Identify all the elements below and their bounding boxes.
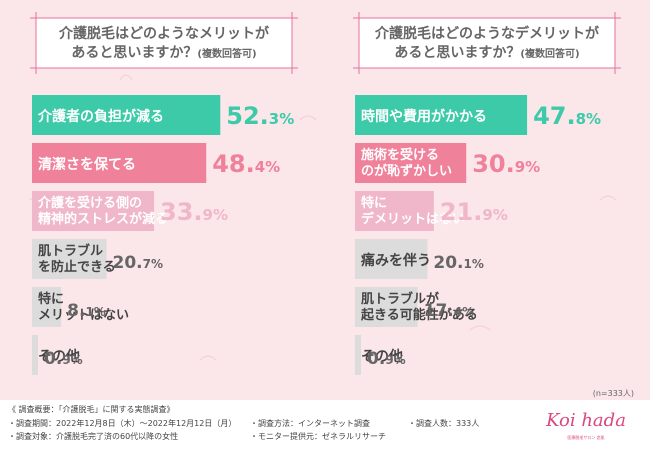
logo-wordmark: Koi hada xyxy=(546,410,626,431)
value-label: 8.1% xyxy=(67,301,106,321)
bar xyxy=(32,143,207,183)
demerit-title-sub: (複数回答可) xyxy=(520,49,580,60)
category-label: 肌トラブルが xyxy=(361,291,439,307)
value-label: 20.1% xyxy=(433,253,484,273)
category-label: 清潔さを保てる xyxy=(38,156,136,173)
logo: Koi hada 医療脱毛サロン 恋肌 xyxy=(536,410,636,446)
category-label: メリットはない xyxy=(38,308,129,323)
value-label: 30.9% xyxy=(472,150,540,178)
value-label: 0.9% xyxy=(367,349,406,369)
survey-target: ・調査対象：介護脱毛完了済の60代以降の女性 xyxy=(8,432,179,441)
title-frame xyxy=(353,12,621,74)
category-label: 特に xyxy=(361,195,387,211)
category-label: 施術を受ける xyxy=(361,147,439,163)
value-label: 20.7% xyxy=(113,253,163,273)
category-label: 起きる可能性がある xyxy=(360,307,478,323)
demerit-title-line2: あると思いますか？ xyxy=(394,45,521,61)
bar xyxy=(355,143,467,183)
demerit-title: 介護脱毛はどのようなデメリットが あると思いますか？(複数回答可) xyxy=(353,25,621,64)
bar xyxy=(355,335,361,375)
value-label: 48.4% xyxy=(212,150,280,178)
category-label: 介護者の負担が減る xyxy=(37,108,164,125)
category-label: 介護を受ける側の xyxy=(37,195,142,211)
category-label: 痛みを伴う xyxy=(360,252,431,269)
demerit-panel: 介護脱毛はどのようなデメリットが あると思いますか？(複数回答可) 時間や費用が… xyxy=(335,0,640,390)
survey-count: ・調査人数：333人 xyxy=(408,419,480,428)
category-label: 精神的ストレスが減る xyxy=(38,211,168,227)
survey-provider: ・モニター提供元：ゼネラルリサーチ xyxy=(250,432,386,441)
bar xyxy=(355,95,528,135)
bar xyxy=(32,95,221,135)
value-label: 0.9% xyxy=(44,349,83,369)
footer: 《 調査概要：「介護脱毛」に関する実態調査》 ・調査期間：2022年12月8日（… xyxy=(0,400,650,450)
value-label: 17.4% xyxy=(424,301,475,321)
merit-title-line2: あると思いますか？ xyxy=(71,45,198,61)
survey-period: ・調査期間：2022年12月8日（木）～2022年12月12日（月） xyxy=(8,419,237,428)
value-label: 21.9% xyxy=(440,198,508,226)
category-label: その他 xyxy=(38,348,80,365)
value-label: 33.9% xyxy=(160,198,228,226)
merit-chart: 介護者の負担が減る 52.3% 清潔さを保てる 48.4% 介護を受ける側の精神的ストレ… xyxy=(32,95,294,375)
merit-panel: 介護脱毛はどのようなメリットが あると思いますか？(複数回答可) 介護者の負担が… xyxy=(12,0,317,390)
category-label: 肌トラブル xyxy=(38,243,103,259)
survey-method: ・調査方法：インターネット調査 xyxy=(250,419,370,428)
logo-subtitle: 医療脱毛サロン 恋肌 xyxy=(567,435,605,440)
bar xyxy=(32,335,38,375)
bar xyxy=(355,191,434,231)
bar xyxy=(32,287,62,327)
merit-title-line1: 介護脱毛はどのようなメリットが xyxy=(59,26,269,42)
value-label: 52.3% xyxy=(226,102,294,130)
category-label: を防止できる xyxy=(38,259,116,275)
merit-title-sub: (複数回答可) xyxy=(197,49,257,60)
merit-title: 介護脱毛はどのようなメリットが あると思いますか？(複数回答可) xyxy=(30,25,298,64)
bar xyxy=(32,239,107,279)
bar xyxy=(355,287,418,327)
category-label: 特に xyxy=(38,291,64,307)
value-label: 47.8% xyxy=(533,102,601,130)
demerit-title-box: 介護脱毛はどのようなデメリットが あると思いますか？(複数回答可) xyxy=(353,12,621,74)
bar xyxy=(355,239,428,279)
category-label: その他 xyxy=(361,348,403,365)
survey-title: 《 調査概要：「介護脱毛」に関する実態調査》 xyxy=(8,405,175,414)
merit-title-box: 介護脱毛はどのようなメリットが あると思いますか？(複数回答可) xyxy=(30,12,298,74)
sample-size-note: (n=333人) xyxy=(592,389,634,398)
category-label: デメリットはない xyxy=(361,211,465,227)
bar xyxy=(32,191,155,231)
title-frame xyxy=(30,12,298,74)
category-label: 時間や費用がかかる xyxy=(361,108,487,125)
category-label: のが恥ずかしい xyxy=(361,163,452,179)
demerit-title-line1: 介護脱毛はどのようなデメリットが xyxy=(375,26,599,42)
